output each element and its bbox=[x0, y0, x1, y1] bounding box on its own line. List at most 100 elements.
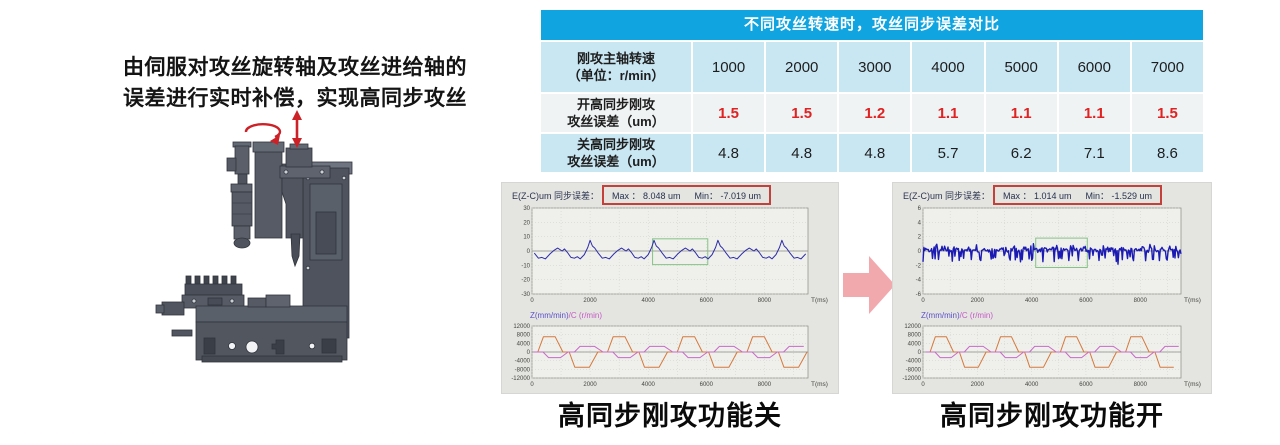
svg-text:12000: 12000 bbox=[513, 324, 530, 330]
svg-text:30: 30 bbox=[523, 206, 530, 212]
chart-panel-sync-off: E(Z-C)um 同步误差： Max ： 8.048 um Min： -7.01… bbox=[502, 183, 838, 393]
svg-text:-4000: -4000 bbox=[515, 359, 531, 365]
svg-text:-10: -10 bbox=[521, 263, 530, 269]
z-feed-waveform bbox=[534, 336, 808, 368]
speed-cell: 7000 bbox=[1131, 42, 1203, 92]
svg-text:10: 10 bbox=[523, 235, 530, 241]
svg-text:0: 0 bbox=[918, 249, 922, 255]
svg-text:8000: 8000 bbox=[758, 382, 772, 388]
tool-quill bbox=[290, 233, 301, 268]
svg-text:0: 0 bbox=[527, 350, 531, 356]
svg-text:6: 6 bbox=[918, 206, 922, 212]
speed-cell: 6000 bbox=[1058, 42, 1130, 92]
svg-text:2000: 2000 bbox=[583, 298, 597, 304]
c-rotation-waveform bbox=[925, 345, 1179, 359]
spindle-motor bbox=[285, 147, 313, 168]
chart-panel-sync-on: E(Z-C)um 同步误差： Max ： 1.014 um Min： -1.52… bbox=[893, 183, 1211, 393]
svg-text:-12000: -12000 bbox=[902, 376, 921, 382]
row-label-sync-on: 开高同步刚攻 攻丝误差（um） bbox=[541, 94, 691, 132]
error-off-cell: 5.7 bbox=[912, 134, 984, 172]
svg-text:T(ms): T(ms) bbox=[811, 297, 828, 304]
spindle-head bbox=[254, 145, 283, 239]
svg-text:2000: 2000 bbox=[971, 382, 985, 388]
error-off-cell: 7.1 bbox=[1058, 134, 1130, 172]
svg-text:2: 2 bbox=[918, 235, 922, 241]
svg-text:6000: 6000 bbox=[700, 298, 714, 304]
min-value-label: Min： -1.529 um bbox=[1085, 190, 1153, 201]
speed-cell: 2000 bbox=[766, 42, 838, 92]
svg-text:20: 20 bbox=[523, 220, 530, 226]
svg-text:-4: -4 bbox=[916, 278, 922, 284]
svg-text:4000: 4000 bbox=[908, 341, 922, 347]
rotation-arrow-icon bbox=[244, 122, 282, 145]
svg-text:4000: 4000 bbox=[642, 298, 656, 304]
error-on-cell: 1.1 bbox=[1058, 94, 1130, 132]
svg-text:-4000: -4000 bbox=[906, 359, 922, 365]
svg-text:-8000: -8000 bbox=[515, 367, 531, 373]
max-value-label: Max ： 1.014 um bbox=[1003, 190, 1072, 201]
feed-plot-label: Z(mm/min)/C (r/min) bbox=[921, 311, 993, 320]
spindle-cartridge bbox=[234, 145, 250, 175]
error-on-cell: 1.5 bbox=[693, 94, 765, 132]
row-label-speed: 刚攻主轴转速 （单位：r/min） bbox=[541, 42, 691, 92]
svg-text:0: 0 bbox=[918, 350, 922, 356]
tapping-machine-figure bbox=[155, 110, 353, 363]
svg-text:-2: -2 bbox=[916, 263, 922, 269]
svg-text:6000: 6000 bbox=[1079, 382, 1093, 388]
error-on-cell: 1.1 bbox=[912, 94, 984, 132]
chart-header: E(Z-C)um 同步误差： Max ： 1.014 um Min： -1.52… bbox=[903, 185, 1209, 205]
sync-error-waveform bbox=[533, 239, 807, 260]
error-off-cell: 4.8 bbox=[693, 134, 765, 172]
machine-base bbox=[195, 294, 348, 363]
error-on-cell: 1.2 bbox=[839, 94, 911, 132]
svg-text:6000: 6000 bbox=[700, 382, 714, 388]
feed-plot-label: Z(mm/min)/C (r/min) bbox=[530, 311, 602, 320]
svg-text:-20: -20 bbox=[521, 278, 530, 284]
svg-text:-6: -6 bbox=[916, 292, 922, 298]
maxmin-stat-box: Max ： 1.014 um Min： -1.529 um bbox=[993, 185, 1163, 205]
work-table bbox=[155, 275, 245, 337]
svg-text:T(ms): T(ms) bbox=[1184, 297, 1201, 304]
transition-arrow-icon bbox=[843, 256, 895, 314]
error-off-cell: 4.8 bbox=[766, 134, 838, 172]
feed-rotation-plot-on: 12000 8000 4000 0 -4000 -8000 -12000 0 2000 4000 6… bbox=[893, 323, 1211, 394]
svg-text:4000: 4000 bbox=[642, 382, 656, 388]
speed-cell: 3000 bbox=[839, 42, 911, 92]
error-off-cell: 8.6 bbox=[1131, 134, 1203, 172]
error-on-cell: 1.5 bbox=[766, 94, 838, 132]
svg-text:0: 0 bbox=[530, 382, 534, 388]
error-off-cell: 6.2 bbox=[985, 134, 1057, 172]
svg-text:6000: 6000 bbox=[1079, 298, 1093, 304]
maxmin-stat-box: Max ： 8.048 um Min： -7.019 um bbox=[602, 185, 772, 205]
svg-text:12000: 12000 bbox=[904, 324, 921, 330]
error-on-cell: 1.5 bbox=[1131, 94, 1203, 132]
svg-text:8000: 8000 bbox=[1134, 298, 1148, 304]
row-label-sync-off: 关高同步刚攻 攻丝误差（um） bbox=[541, 134, 691, 172]
svg-text:4000: 4000 bbox=[1025, 298, 1039, 304]
svg-text:2000: 2000 bbox=[583, 382, 597, 388]
svg-text:-8000: -8000 bbox=[906, 367, 922, 373]
speed-cell: 4000 bbox=[912, 42, 984, 92]
servo-compensation-caption: 由伺服对攻丝旋转轴及攻丝进给轴的 误差进行实时补偿，实现高同步攻丝 bbox=[100, 52, 490, 114]
svg-text:4000: 4000 bbox=[517, 341, 531, 347]
svg-text:-12000: -12000 bbox=[511, 376, 530, 382]
svg-text:0: 0 bbox=[527, 249, 531, 255]
sync-error-plot-off: 30 20 10 0 -10 -20 -30 0 2000 4000 6000 8000 T(ms) bbox=[502, 203, 838, 320]
svg-text:8000: 8000 bbox=[1134, 382, 1148, 388]
highlight-box bbox=[1035, 237, 1088, 268]
svg-text:0: 0 bbox=[921, 298, 925, 304]
error-off-cell: 4.8 bbox=[839, 134, 911, 172]
sync-error-plot-on: 6 4 2 0 -2 -4 -6 0 2000 4000 6000 8000 T(ms) bbox=[893, 203, 1211, 320]
error-on-cell: 1.1 bbox=[985, 94, 1057, 132]
max-value-label: Max ： 8.048 um bbox=[612, 190, 681, 201]
svg-text:2000: 2000 bbox=[971, 298, 985, 304]
svg-text:8000: 8000 bbox=[758, 298, 772, 304]
caption-line-2: 误差进行实时补偿，实现高同步攻丝 bbox=[123, 87, 467, 110]
